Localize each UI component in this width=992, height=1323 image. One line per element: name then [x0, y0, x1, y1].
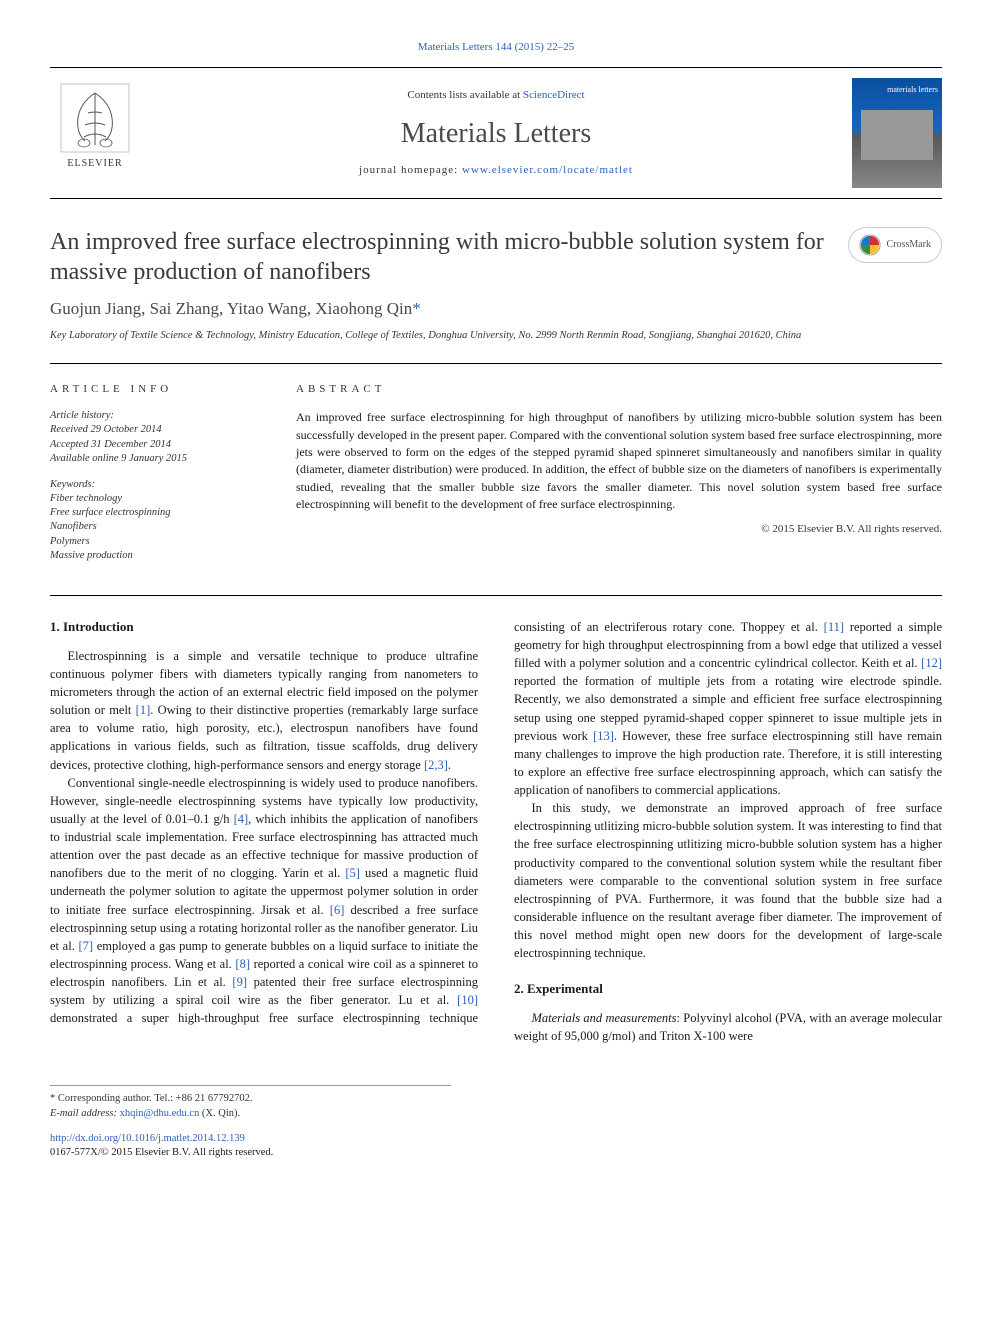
homepage-line: journal homepage: www.elsevier.com/locat…	[140, 163, 852, 178]
authors-line: Guojun Jiang, Sai Zhang, Yitao Wang, Xia…	[50, 297, 942, 321]
ref-link[interactable]: [12]	[921, 656, 942, 670]
abstract-col: ABSTRACT An improved free surface electr…	[296, 382, 942, 575]
history-label: Article history:	[50, 409, 260, 423]
article-title: An improved free surface electrospinning…	[50, 227, 848, 287]
crossmark-label: CrossMark	[887, 238, 931, 252]
cover-label: materials letters	[887, 84, 938, 95]
keyword: Nanofibers	[50, 520, 260, 534]
authors-text: Guojun Jiang, Sai Zhang, Yitao Wang, Xia…	[50, 299, 412, 318]
history-online: Available online 9 January 2015	[50, 452, 260, 466]
article-info-col: ARTICLE INFO Article history: Received 2…	[50, 382, 260, 575]
body-paragraph: Electrospinning is a simple and versatil…	[50, 647, 478, 774]
affiliation: Key Laboratory of Textile Science & Tech…	[50, 329, 942, 343]
homepage-link[interactable]: www.elsevier.com/locate/matlet	[462, 164, 633, 176]
keyword: Fiber technology	[50, 492, 260, 506]
email-label: E-mail address:	[50, 1108, 120, 1119]
ref-link[interactable]: [9]	[232, 975, 247, 989]
citation-link[interactable]: Materials Letters 144 (2015) 22–25	[418, 41, 574, 53]
journal-header: ELSEVIER Contents lists available at Sci…	[50, 67, 942, 199]
abstract-heading: ABSTRACT	[296, 382, 942, 397]
ref-link[interactable]: [10]	[457, 993, 478, 1007]
ref-link[interactable]: [13]	[593, 729, 614, 743]
section-2-heading: 2. Experimental	[514, 980, 942, 999]
email-link[interactable]: xhqin@dhu.edu.cn	[120, 1108, 200, 1119]
corresponding-marker[interactable]: *	[412, 299, 421, 318]
ref-link[interactable]: [11]	[824, 620, 844, 634]
history-block: Article history: Received 29 October 201…	[50, 409, 260, 466]
abstract-text: An improved free surface electrospinning…	[296, 409, 942, 513]
ref-link[interactable]: [2,3]	[424, 758, 448, 772]
body-paragraph: Materials and measurements: Polyvinyl al…	[514, 1009, 942, 1045]
abstract-copyright: © 2015 Elsevier B.V. All rights reserved…	[296, 522, 942, 537]
corresponding-author-footer: * Corresponding author. Tel.: +86 21 677…	[50, 1085, 451, 1121]
doi-link[interactable]: http://dx.doi.org/10.1016/j.matlet.2014.…	[50, 1133, 245, 1144]
crossmark-badge[interactable]: CrossMark	[848, 227, 942, 263]
corr-tel: +86 21 67792702.	[176, 1093, 253, 1104]
article-info-heading: ARTICLE INFO	[50, 382, 260, 397]
crossmark-icon	[859, 234, 881, 256]
body-columns: 1. Introduction Electrospinning is a sim…	[50, 618, 942, 1045]
ref-link[interactable]: [4]	[234, 812, 249, 826]
ref-link[interactable]: [5]	[345, 866, 360, 880]
keyword: Polymers	[50, 535, 260, 549]
ref-link[interactable]: [7]	[78, 939, 93, 953]
email-suffix: (X. Qin).	[199, 1108, 240, 1119]
elsevier-name: ELSEVIER	[67, 157, 122, 171]
keyword: Free surface electrospinning	[50, 506, 260, 520]
journal-name: Materials Letters	[140, 114, 852, 153]
doi-block: http://dx.doi.org/10.1016/j.matlet.2014.…	[50, 1132, 942, 1161]
issn-line: 0167-577X/© 2015 Elsevier B.V. All right…	[50, 1146, 942, 1161]
elsevier-logo: ELSEVIER	[50, 83, 140, 183]
cover-image-placeholder	[861, 110, 933, 160]
body-paragraph: In this study, we demonstrate an improve…	[514, 799, 942, 962]
contents-prefix: Contents lists available at	[407, 89, 522, 101]
contents-line: Contents lists available at ScienceDirec…	[140, 88, 852, 103]
corr-label: * Corresponding author. Tel.:	[50, 1093, 176, 1104]
history-received: Received 29 October 2014	[50, 423, 260, 437]
sciencedirect-link[interactable]: ScienceDirect	[523, 89, 585, 101]
ref-link[interactable]: [1]	[136, 703, 151, 717]
keywords-label: Keywords:	[50, 478, 260, 492]
run-in-label: Materials and measurements	[532, 1011, 677, 1025]
citation-header: Materials Letters 144 (2015) 22–25	[50, 40, 942, 55]
ref-link[interactable]: [8]	[235, 957, 250, 971]
section-1-heading: 1. Introduction	[50, 618, 478, 637]
ref-link[interactable]: [6]	[330, 903, 345, 917]
history-accepted: Accepted 31 December 2014	[50, 438, 260, 452]
homepage-prefix: journal homepage:	[359, 164, 462, 176]
keyword: Massive production	[50, 549, 260, 563]
keywords-block: Keywords: Fiber technology Free surface …	[50, 478, 260, 563]
journal-cover-thumb: materials letters	[852, 78, 942, 188]
elsevier-tree-icon	[60, 83, 130, 153]
